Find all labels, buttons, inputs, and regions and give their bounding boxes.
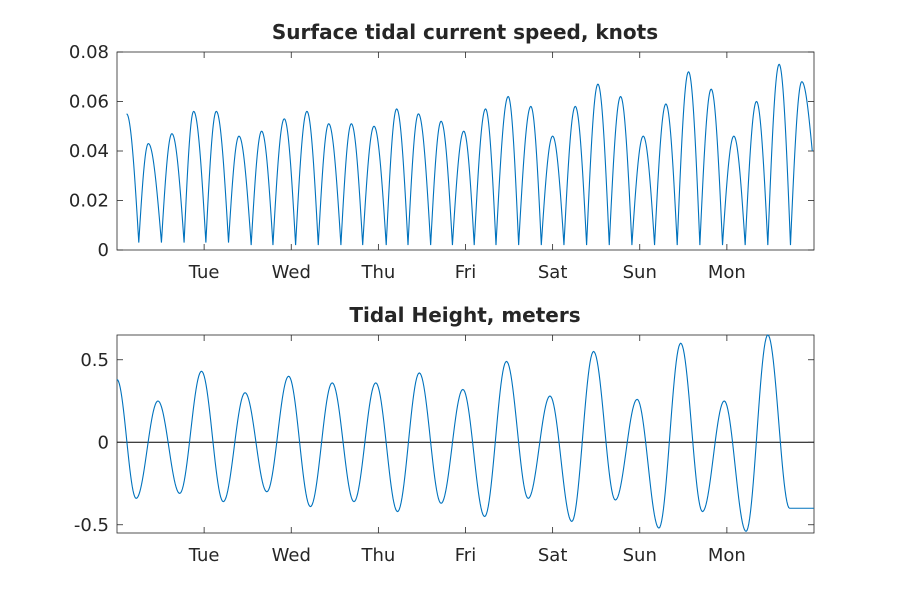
tidal-height-xtick-label: Tue — [188, 545, 220, 566]
current-speed-xtick-label: Sun — [623, 262, 657, 283]
tidal-height-xtick-label: Mon — [708, 545, 746, 566]
tidal-height-chart: Tidal Height, meters -0.5 0 0.5 Tue Wed Thu Fr… — [74, 303, 815, 566]
tidal-height-ytick-label: 0.5 — [80, 350, 109, 371]
tidal-height-plot-area — [116, 334, 815, 534]
tidal-height-series-line — [116, 334, 814, 533]
current-speed-ytick-label: 0.08 — [69, 42, 109, 63]
current-speed-series-line — [126, 63, 813, 246]
current-speed-chart: Surface tidal current speed, knots 0 0.02… — [69, 20, 815, 283]
tidal-height-xtick-label: Fri — [455, 545, 476, 566]
current-speed-xtick-label: Wed — [272, 262, 311, 283]
current-speed-title: Surface tidal current speed, knots — [272, 20, 658, 44]
current-speed-plot-area — [116, 51, 815, 251]
current-speed-ytick-label: 0.06 — [69, 92, 109, 113]
current-speed-xtick-label: Fri — [455, 262, 476, 283]
tidal-height-xtick-label: Sun — [623, 545, 657, 566]
tidal-height-ytick-label: 0 — [98, 432, 109, 453]
current-speed-xtick-label: Tue — [188, 262, 220, 283]
tidal-height-xtick-label: Thu — [360, 545, 395, 566]
current-speed-ytick-label: 0.02 — [69, 191, 109, 212]
tidal-height-xtick-label: Sat — [538, 545, 568, 566]
tidal-height-ticks: -0.5 0 0.5 Tue Wed Thu Fri Sat Sun Mon — [74, 335, 814, 566]
tidal-height-ytick-label: -0.5 — [74, 515, 109, 536]
tidal-height-xtick-label: Wed — [272, 545, 311, 566]
current-speed-xtick-label: Mon — [708, 262, 746, 283]
tidal-height-title: Tidal Height, meters — [349, 303, 580, 327]
current-speed-xtick-label: Thu — [360, 262, 395, 283]
current-speed-ticks: 0 0.02 0.04 0.06 0.08 Tue Wed Thu Fri Sat Sun Mon — [69, 42, 814, 283]
current-speed-ytick-label: 0.04 — [69, 141, 109, 162]
current-speed-xtick-label: Sat — [538, 262, 568, 283]
current-speed-ytick-label: 0 — [98, 240, 109, 261]
